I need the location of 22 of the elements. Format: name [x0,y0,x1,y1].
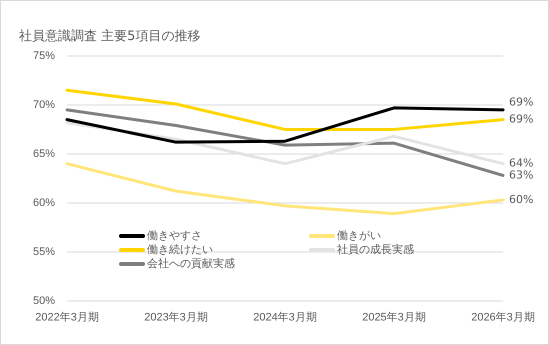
y-tick-label: 70% [32,98,56,111]
data-label: 64% [509,156,534,170]
legend-label: 働き続けたい [147,242,214,258]
legend-label: 働きやすさ [147,228,202,244]
x-tick-label: 2024年3月期 [253,311,317,324]
chart-title: 社員意識調査 主要5項目の推移 [19,28,200,45]
y-tick-label: 60% [32,196,56,209]
x-tick-label: 2023年3月期 [144,311,208,324]
legend-label: 会社への貢献実感 [147,256,236,272]
y-tick-label: 75% [32,50,56,62]
x-tick-label: 2026年3月期 [471,311,535,324]
x-tick-label: 2022年3月期 [35,311,99,324]
legend-label: 社員の成長実感 [337,242,414,258]
legend-label: 働きがい [337,228,382,244]
data-label: 69% [509,96,534,109]
data-label: 63% [509,168,534,182]
y-tick-label: 50% [32,294,56,307]
x-tick-label: 2025年3月期 [362,311,426,324]
data-label: 69% [509,112,534,126]
y-tick-label: 55% [32,246,56,258]
data-label: 60% [509,192,534,206]
y-tick-label: 65% [32,148,56,160]
